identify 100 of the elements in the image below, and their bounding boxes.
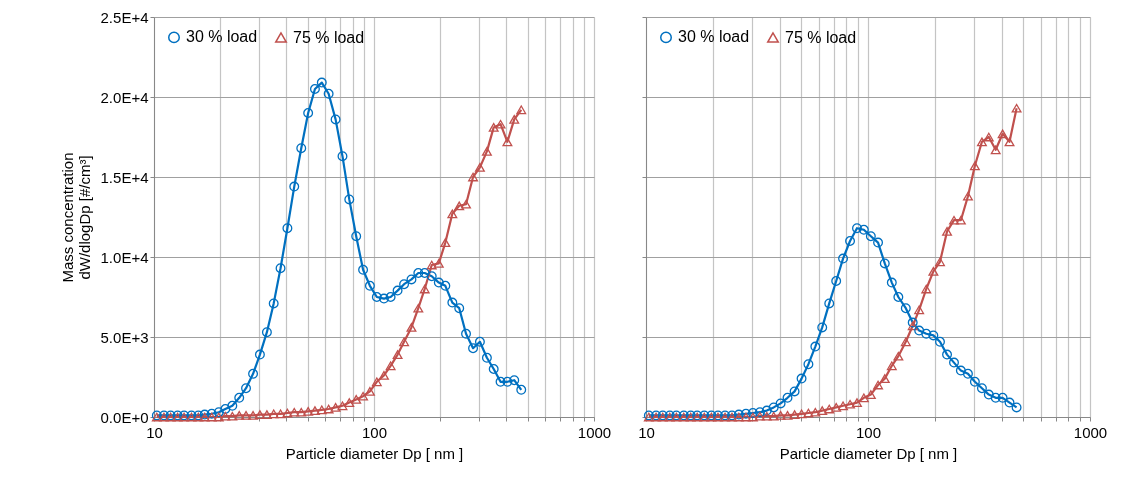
point <box>865 390 876 399</box>
point <box>385 292 396 302</box>
point <box>775 398 786 409</box>
point <box>893 292 904 302</box>
point <box>852 398 862 407</box>
point <box>241 411 252 420</box>
point <box>488 364 499 374</box>
point <box>858 224 869 235</box>
point <box>282 408 293 418</box>
x-tick-label: 1000 <box>1073 423 1108 441</box>
point <box>782 392 793 403</box>
point <box>426 271 437 282</box>
point <box>268 298 279 309</box>
point <box>761 405 772 416</box>
point <box>962 368 973 379</box>
point <box>949 357 959 368</box>
point <box>268 409 279 419</box>
point <box>824 404 835 414</box>
point <box>796 409 807 419</box>
y-tick-label: 2.0E+4 <box>100 88 149 106</box>
point <box>900 337 911 347</box>
point <box>955 365 966 376</box>
point <box>433 259 444 268</box>
point <box>337 151 348 162</box>
point <box>358 391 369 401</box>
point <box>879 258 890 269</box>
point <box>303 407 314 416</box>
point <box>330 403 341 412</box>
point <box>990 145 1001 155</box>
point <box>969 161 980 171</box>
point <box>1011 402 1022 413</box>
point <box>879 374 890 383</box>
point <box>447 209 458 219</box>
y-axis-title: Mass concentration dW/dlogDp [#/cm³] <box>58 152 93 283</box>
point <box>789 410 800 419</box>
point <box>385 361 396 371</box>
point <box>468 172 479 182</box>
point <box>213 407 224 418</box>
point <box>893 351 904 361</box>
x-tick-label: 10 <box>638 423 655 441</box>
point <box>371 292 382 302</box>
point <box>873 237 884 248</box>
point <box>921 328 932 339</box>
point <box>220 411 231 421</box>
point <box>1004 397 1015 408</box>
point <box>921 284 932 294</box>
point <box>838 253 849 264</box>
point <box>481 352 492 363</box>
point <box>782 411 793 420</box>
point <box>502 137 513 147</box>
point <box>461 328 472 339</box>
y-tick-label: 5.0E+3 <box>100 328 149 346</box>
point <box>330 114 341 125</box>
point <box>413 303 424 313</box>
y-tick-label: 1.0E+4 <box>100 248 149 266</box>
point <box>824 298 835 309</box>
point <box>1004 137 1015 147</box>
point <box>935 257 945 267</box>
point <box>838 401 849 411</box>
point <box>282 223 293 234</box>
point <box>516 105 527 115</box>
point <box>406 274 417 285</box>
point <box>364 387 375 396</box>
point <box>474 163 485 172</box>
point <box>419 268 430 278</box>
point <box>254 349 265 360</box>
point <box>358 264 369 275</box>
point <box>316 405 327 415</box>
point <box>234 392 245 403</box>
point <box>254 410 265 419</box>
point <box>831 403 842 412</box>
point <box>227 411 238 421</box>
point <box>845 236 856 246</box>
point <box>495 119 506 129</box>
x-axis-title: Particle diameter Dp [ nm ] <box>285 444 464 462</box>
x-tick-label: 10 <box>146 423 163 441</box>
point <box>990 392 1001 403</box>
point <box>817 406 828 415</box>
point <box>440 238 451 247</box>
point <box>426 260 437 270</box>
point <box>969 376 980 387</box>
y-tick-label: 2.5E+4 <box>100 8 149 26</box>
point <box>371 377 382 387</box>
point <box>810 407 821 417</box>
point <box>928 267 939 276</box>
point <box>447 297 458 308</box>
point <box>962 191 973 201</box>
point <box>900 303 911 314</box>
point <box>351 231 362 242</box>
point <box>914 305 925 315</box>
point <box>852 223 862 234</box>
point <box>392 285 403 296</box>
point <box>261 410 272 419</box>
point <box>935 336 945 347</box>
point <box>392 350 403 359</box>
point <box>275 409 286 419</box>
point <box>213 412 224 422</box>
point <box>481 147 492 156</box>
point <box>873 380 884 390</box>
point <box>997 392 1008 403</box>
